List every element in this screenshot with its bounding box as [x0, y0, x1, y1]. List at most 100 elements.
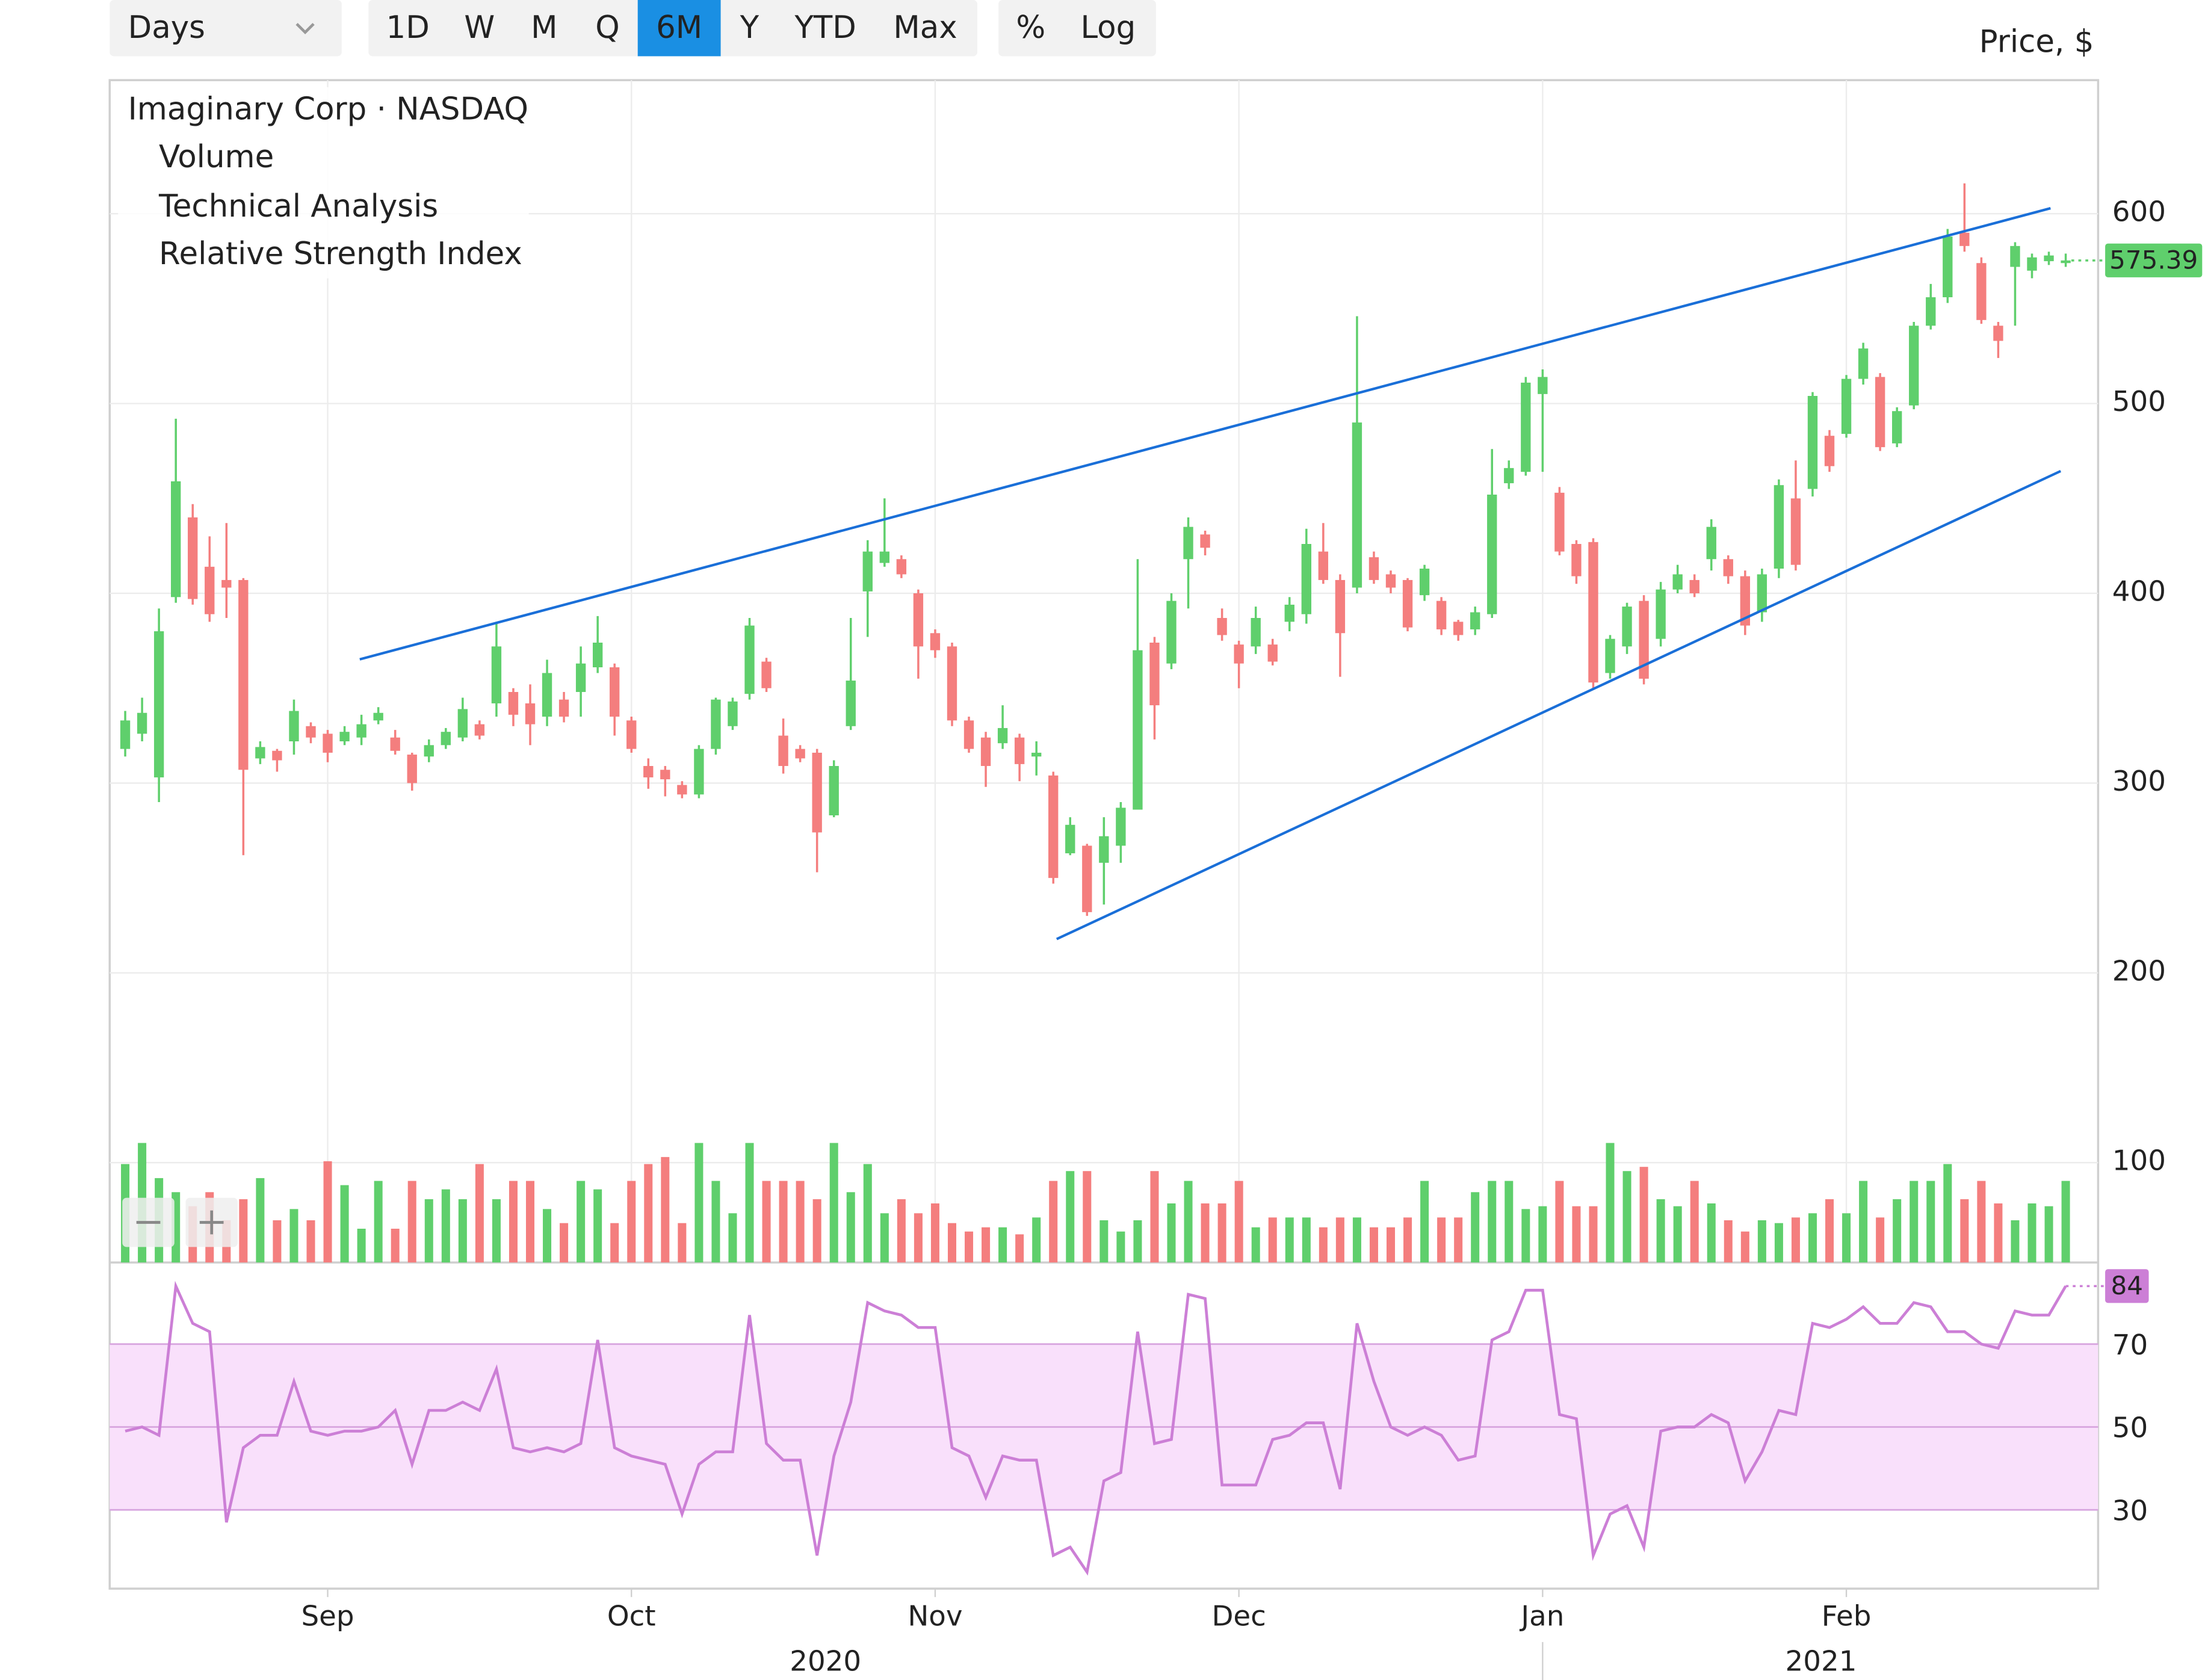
- candle-body: [1807, 395, 1818, 489]
- volume-bar: [1808, 1213, 1817, 1263]
- volume-bar: [1606, 1143, 1615, 1263]
- candle-body: [677, 785, 687, 795]
- volume-bar: [863, 1164, 872, 1263]
- volume-bar: [543, 1209, 552, 1263]
- range-button[interactable]: [579, 0, 636, 57]
- volume-bar: [1184, 1181, 1193, 1263]
- candle-body: [424, 745, 434, 757]
- volume-bar: [1217, 1203, 1226, 1263]
- candle-body: [846, 681, 856, 726]
- volume-bar: [239, 1199, 248, 1263]
- candle-body: [1521, 382, 1531, 472]
- zoom-controls: [122, 1197, 238, 1247]
- volume-bar: [1791, 1217, 1800, 1263]
- volume-bar: [2044, 1206, 2053, 1263]
- volume-bar: [711, 1181, 720, 1263]
- candle-body: [1706, 527, 1716, 560]
- candle-body: [694, 749, 704, 795]
- legend-entry[interactable]: Technical Analysis: [158, 188, 438, 224]
- candle-body: [795, 749, 805, 759]
- candle-body: [137, 712, 147, 734]
- candle-body: [660, 770, 670, 780]
- range-button[interactable]: [876, 0, 975, 57]
- volume-bar: [1251, 1227, 1260, 1263]
- volume-bar: [1893, 1199, 1902, 1263]
- volume-bar: [1015, 1234, 1024, 1263]
- option-label: Log: [1080, 10, 1136, 46]
- volume-bar: [1521, 1209, 1530, 1263]
- volume-bar: [323, 1161, 332, 1263]
- candle-body: [997, 727, 1008, 744]
- volume-bar: [880, 1213, 889, 1263]
- volume-bar: [306, 1220, 315, 1263]
- candle-body: [1943, 236, 1953, 297]
- candle-body: [339, 732, 350, 742]
- legend-entry[interactable]: Relative Strength Index: [159, 236, 522, 272]
- volume-bar: [1910, 1181, 1919, 1263]
- range-button[interactable]: [451, 0, 508, 57]
- candle-body: [1858, 348, 1869, 379]
- candle-body: [1926, 297, 1936, 326]
- range-button[interactable]: [721, 0, 778, 57]
- candle-body: [272, 750, 282, 761]
- volume-bar: [357, 1229, 366, 1263]
- range-button[interactable]: [637, 0, 721, 57]
- volume-bar: [930, 1203, 939, 1263]
- candle-body: [407, 755, 417, 783]
- y-tick-label: 600: [2112, 196, 2166, 229]
- range-button[interactable]: [375, 0, 441, 57]
- candle-body: [1402, 579, 1413, 628]
- candle-body: [1656, 589, 1666, 639]
- volume-bar: [1032, 1217, 1041, 1263]
- volume-bar: [1538, 1206, 1547, 1263]
- legend-box: [118, 87, 529, 279]
- volume-bar: [273, 1220, 282, 1263]
- range-label: Y: [740, 10, 759, 46]
- candle-body: [913, 593, 924, 647]
- candle-body: [2027, 257, 2037, 271]
- volume-bar: [577, 1181, 586, 1263]
- range-button[interactable]: [516, 0, 573, 57]
- range-label: YTD: [794, 10, 856, 46]
- candle-body: [441, 732, 451, 746]
- volume-bar: [779, 1181, 788, 1263]
- candle-body: [323, 733, 333, 753]
- volume-bar: [1994, 1203, 2003, 1263]
- volume-bar: [1099, 1220, 1109, 1263]
- volume-pane: [121, 1143, 2070, 1263]
- x-tick-label: Sep: [301, 1601, 354, 1633]
- legend-entry[interactable]: Volume: [159, 139, 274, 175]
- candle-body: [1301, 544, 1311, 614]
- interval-select[interactable]: [110, 0, 342, 57]
- candle-body: [610, 667, 620, 717]
- candle-body: [238, 579, 249, 770]
- volume-bar: [1369, 1227, 1378, 1263]
- y-tick-label: 500: [2112, 386, 2166, 418]
- x-tick-label: Oct: [607, 1601, 656, 1633]
- range-button[interactable]: [782, 0, 870, 57]
- option-label: %: [1016, 10, 1045, 46]
- volume-bar: [1066, 1171, 1075, 1263]
- candle-body: [1757, 574, 1767, 613]
- x-tick-label: Dec: [1211, 1601, 1266, 1633]
- candle-body: [1453, 622, 1464, 635]
- volume-bar: [1420, 1181, 1429, 1263]
- volume-bar: [1133, 1220, 1142, 1263]
- volume-bar: [1555, 1181, 1564, 1263]
- candle-body: [1892, 411, 1902, 443]
- toolbar: Days 1D W M Q 6M Y YTD Max% Log: [110, 0, 1156, 57]
- volume-bar: [1673, 1206, 1682, 1263]
- candle-body: [1824, 436, 1835, 466]
- candle-body: [896, 559, 907, 575]
- y-tick-label: 300: [2112, 765, 2166, 798]
- volume-bar: [1757, 1220, 1766, 1263]
- candle-body: [963, 720, 974, 749]
- volume-bar: [644, 1164, 653, 1263]
- volume-bar: [627, 1181, 636, 1263]
- volume-bar: [1842, 1213, 1851, 1263]
- candle-body: [2061, 260, 2071, 264]
- candle-body: [255, 747, 265, 759]
- rsi-line: [125, 1280, 2067, 1576]
- candle-body: [525, 703, 536, 724]
